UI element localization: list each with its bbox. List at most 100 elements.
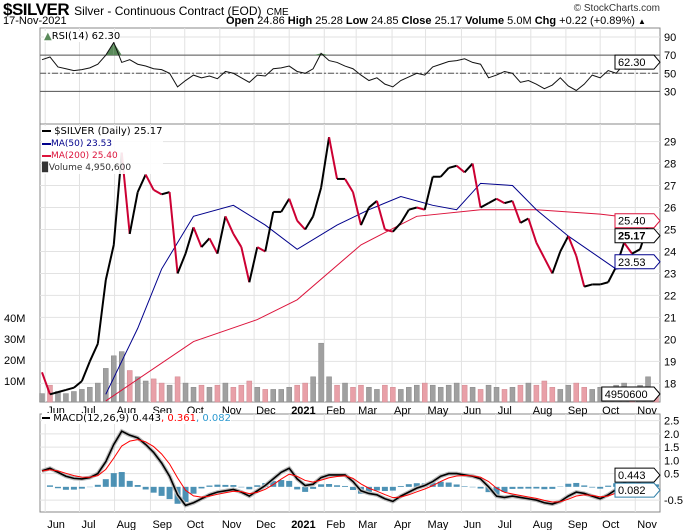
x-tick-label: Feb (326, 519, 345, 530)
volume-bar (350, 387, 356, 403)
macd-histogram-bar (413, 483, 420, 487)
legend-ma50-text: MA(50) 23.53 (51, 139, 113, 149)
macd-histogram-bar (453, 484, 460, 487)
high-label: High (287, 15, 313, 27)
price-y-tick: 18 (664, 378, 676, 390)
price-segment (88, 343, 99, 362)
macd-histogram-bar (461, 486, 468, 487)
ma50-line (105, 182, 657, 395)
close-last-value: 25.17 (618, 231, 646, 243)
price-segment (73, 380, 83, 389)
price-segment (527, 218, 538, 243)
exchange: CME (266, 7, 289, 18)
volume-bar (557, 389, 564, 403)
macd-histogram-bar (126, 480, 133, 487)
price-segment (631, 248, 641, 255)
volume-bar (445, 384, 452, 403)
volume-bar (589, 389, 595, 403)
price-segment (49, 391, 59, 396)
macd-hist-last-value-box (614, 482, 661, 498)
x-tick-label: Sep (568, 519, 588, 530)
macd-histogram-bar (182, 486, 189, 502)
macd-histogram-bar (405, 484, 412, 487)
close-value: 25.17 (434, 15, 463, 27)
volume-bar (222, 382, 229, 403)
volume-bar (79, 389, 85, 403)
macd-histogram-bar (541, 486, 548, 490)
price-segment (248, 246, 259, 283)
volume-y-tick: 10M (4, 376, 25, 388)
x-tick-label: Apr (394, 519, 411, 530)
x-tick-label: Jun (47, 519, 65, 530)
price-segment (161, 191, 170, 196)
volume-bar (174, 376, 181, 403)
macd-histogram-bar (397, 485, 404, 487)
price-segment (463, 162, 474, 174)
volume-bar (246, 380, 253, 403)
x-tick-label: Jun (463, 519, 481, 530)
volume-bar (406, 387, 412, 403)
up-triangle-icon: ▲ (638, 17, 646, 26)
volume-bar (142, 380, 149, 403)
macd-histogram-bar (525, 486, 532, 489)
price-segment (543, 257, 554, 274)
title-row: $SILVER Silver - Continuous Contract (EO… (3, 0, 289, 20)
volume-bar (318, 342, 324, 403)
volume-last-value: 4950600 (605, 389, 648, 401)
macd-histogram-bar (573, 482, 580, 487)
macd-y-tick: 0.5 (664, 469, 679, 481)
price-segment (360, 207, 370, 226)
macd-histogram-bar (254, 485, 261, 487)
price-segment (328, 136, 339, 180)
x-tick-label: 2021 (291, 519, 315, 530)
close-label: Close (401, 15, 432, 27)
volume-bar (437, 387, 444, 403)
macd-histogram-bar (342, 485, 349, 487)
price-segment (65, 386, 75, 391)
macd-histogram-bar (190, 486, 197, 494)
price-segment (535, 242, 546, 259)
low-value: 24.85 (370, 15, 399, 27)
change-label: Chg (534, 15, 557, 27)
rsi-last-value-box (614, 54, 661, 70)
macd-histogram-bar (549, 486, 556, 489)
price-segment (511, 200, 522, 224)
volume-bar (485, 384, 492, 403)
volume-bar (477, 389, 484, 403)
rsi-y-tick: 30 (664, 86, 676, 98)
macd-legend-name: MACD(12,26,9) (53, 413, 130, 424)
macd-histogram-bar (597, 486, 604, 489)
volume-bar (206, 387, 213, 403)
volume-bar (71, 391, 77, 403)
volume-bar (182, 382, 189, 403)
macd-histogram-bar (286, 480, 293, 487)
volume-bar (581, 387, 587, 403)
price-legend: $SILVER (Daily) 25.17 MA(50) 23.53 MA(20… (42, 126, 163, 174)
volume-bar (150, 378, 157, 403)
macd-histogram-bar (581, 485, 588, 487)
macd-histogram-bar (46, 485, 53, 487)
x-tick-label: Oct (187, 519, 204, 530)
macd-y-tick: 2.5 (664, 416, 679, 428)
price-y-tick: 21 (664, 312, 676, 324)
price-segment (41, 371, 51, 395)
macd-last-value: 0.443 (618, 470, 646, 482)
legend-price: $SILVER (Daily) 25.17 (42, 126, 163, 138)
high-value: 25.28 (315, 15, 343, 27)
volume-bar (382, 384, 388, 403)
macd-histogram-bar (110, 473, 117, 487)
price-segment (456, 164, 466, 174)
change-value: +0.22 (+0.89%) (559, 15, 635, 27)
macd-histogram-bar (318, 484, 325, 487)
price-segment (296, 220, 306, 231)
macd-histogram-bar (445, 482, 452, 487)
rsi-last-value: 62.30 (618, 57, 646, 69)
symbol: $SILVER (3, 0, 70, 19)
volume-y-tick: 30M (4, 334, 25, 346)
price-segment (80, 360, 91, 382)
rsi-overbought-fill (313, 53, 322, 56)
legend-ma50: MA(50) 23.53 (42, 138, 163, 150)
macd-histogram-bar (166, 486, 173, 500)
volume-bar (95, 382, 101, 403)
ma200-last-value-box (614, 213, 661, 229)
